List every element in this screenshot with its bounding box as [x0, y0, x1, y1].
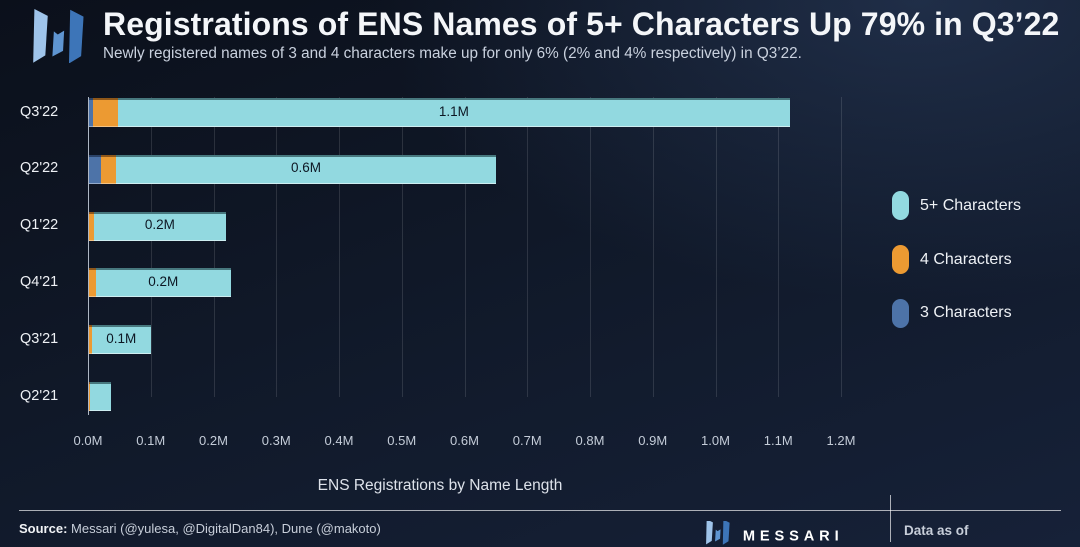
svg-text:MESSARI: MESSARI	[743, 529, 844, 545]
